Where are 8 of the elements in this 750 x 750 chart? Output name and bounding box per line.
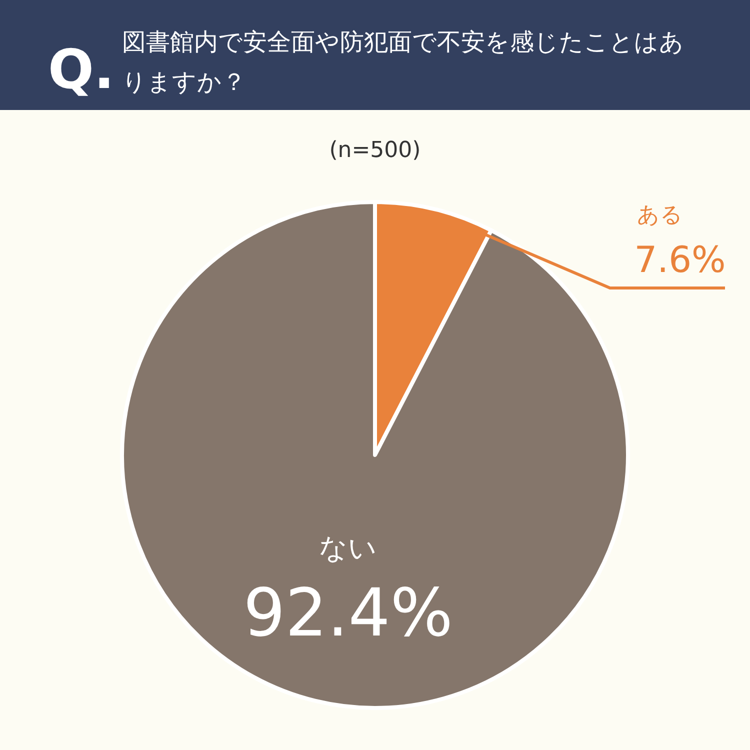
data-label: 7.6% [634, 240, 726, 281]
slice-label: ある [637, 203, 683, 228]
pie-slice [120, 200, 630, 710]
data-label: 92.4% [243, 574, 453, 652]
text: Q. [48, 38, 114, 101]
chart-subtitle: (n=500) [329, 138, 421, 163]
slice-label: ない [319, 532, 378, 565]
chart-title: 図書館内で安全面や防犯面で不安を感じたことはありますか？ [122, 28, 684, 96]
